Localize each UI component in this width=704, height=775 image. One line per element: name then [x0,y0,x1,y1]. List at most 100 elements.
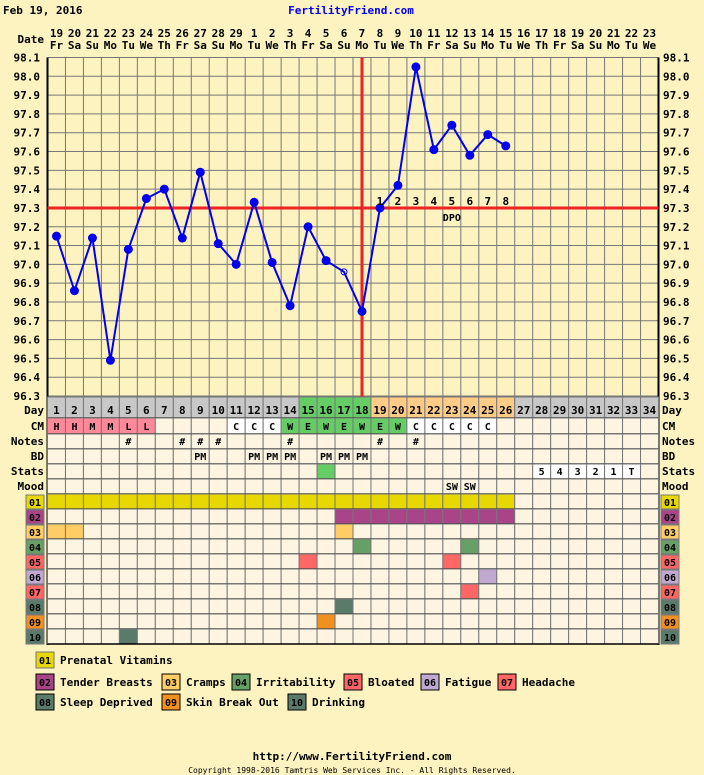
symptom-cell[interactable] [47,583,66,600]
symptom-cell[interactable] [424,598,444,615]
symptom-cell[interactable] [532,613,552,630]
symptom-cell[interactable] [118,508,138,525]
cm-cell[interactable] [172,417,192,435]
symptom-cell[interactable] [550,493,570,510]
symptom-cell[interactable] [100,598,120,615]
symptom-cell[interactable] [640,523,660,540]
symptom-cell[interactable] [586,493,606,510]
temperature-point[interactable] [447,120,457,130]
symptom-cell[interactable] [82,538,102,555]
symptom-cell[interactable] [604,553,624,570]
symptom-cell[interactable] [352,523,372,540]
symptom-cell[interactable] [47,553,66,570]
mood-cell[interactable] [622,478,642,495]
symptom-cell[interactable] [208,493,228,510]
symptom-cell[interactable] [190,493,210,510]
symptom-cell[interactable] [64,508,84,525]
symptom-cell[interactable] [460,493,480,510]
symptom-cell[interactable] [47,523,66,540]
symptom-cell[interactable] [622,583,642,600]
bd-cell[interactable] [226,448,246,465]
symptom-cell[interactable] [316,628,336,645]
site-link[interactable]: FertilityFriend.com [288,4,414,17]
notes-cell[interactable] [604,433,624,450]
symptom-cell[interactable] [424,538,444,555]
temperature-point[interactable] [321,256,331,266]
mood-cell[interactable] [514,478,534,495]
symptom-cell[interactable] [478,553,498,570]
cm-cell[interactable] [208,417,228,435]
symptom-cell[interactable] [406,523,426,540]
notes-cell[interactable] [568,433,588,450]
symptom-cell[interactable] [100,628,120,645]
bd-cell[interactable] [47,448,66,465]
symptom-cell[interactable] [208,508,228,525]
symptom-cell[interactable] [532,508,552,525]
mood-cell[interactable] [640,478,660,495]
symptom-cell[interactable] [406,613,426,630]
symptom-cell[interactable] [568,613,588,630]
symptom-cell[interactable] [226,523,246,540]
symptom-cell[interactable] [334,598,354,615]
symptom-cell[interactable] [190,613,210,630]
notes-cell[interactable] [514,433,534,450]
symptom-cell[interactable] [136,628,156,645]
stats-cell[interactable] [298,463,318,480]
stats-cell[interactable] [226,463,246,480]
symptom-cell[interactable] [262,493,282,510]
symptom-cell[interactable] [514,568,534,585]
notes-cell[interactable] [47,433,66,450]
notes-cell[interactable] [136,433,156,450]
symptom-cell[interactable] [334,583,354,600]
bd-cell[interactable] [406,448,426,465]
notes-cell[interactable] [586,433,606,450]
symptom-cell[interactable] [532,493,552,510]
symptom-cell[interactable] [640,598,660,615]
symptom-cell[interactable] [154,628,174,645]
temperature-point[interactable] [159,184,169,194]
symptom-cell[interactable] [568,583,588,600]
stats-cell[interactable] [352,463,372,480]
notes-cell[interactable] [262,433,282,450]
mood-cell[interactable] [47,478,66,495]
symptom-cell[interactable] [208,628,228,645]
symptom-cell[interactable] [64,523,84,540]
symptom-cell[interactable] [568,538,588,555]
symptom-cell[interactable] [424,523,444,540]
cm-cell[interactable] [190,417,210,435]
symptom-cell[interactable] [478,583,498,600]
symptom-cell[interactable] [460,523,480,540]
symptom-cell[interactable] [640,508,660,525]
symptom-cell[interactable] [460,613,480,630]
symptom-cell[interactable] [586,553,606,570]
temperature-point[interactable] [231,259,241,269]
stats-cell[interactable] [47,463,66,480]
stats-cell[interactable] [172,463,192,480]
symptom-cell[interactable] [47,613,66,630]
symptom-cell[interactable] [442,538,462,555]
stats-cell[interactable] [442,463,462,480]
bd-cell[interactable] [568,448,588,465]
symptom-cell[interactable] [586,613,606,630]
symptom-cell[interactable] [262,583,282,600]
symptom-cell[interactable] [100,583,120,600]
symptom-cell[interactable] [334,613,354,630]
notes-cell[interactable] [532,433,552,450]
symptom-cell[interactable] [460,553,480,570]
symptom-cell[interactable] [352,508,372,525]
bd-cell[interactable] [586,448,606,465]
symptom-cell[interactable] [172,568,192,585]
symptom-cell[interactable] [604,598,624,615]
symptom-cell[interactable] [640,583,660,600]
symptom-cell[interactable] [586,598,606,615]
notes-cell[interactable] [334,433,354,450]
temperature-point[interactable] [123,244,133,254]
notes-cell[interactable] [496,433,516,450]
stats-cell[interactable] [136,463,156,480]
mood-cell[interactable] [550,478,570,495]
symptom-cell[interactable] [622,523,642,540]
symptom-cell[interactable] [262,538,282,555]
symptom-cell[interactable] [118,613,138,630]
symptom-cell[interactable] [226,508,246,525]
mood-cell[interactable] [262,478,282,495]
